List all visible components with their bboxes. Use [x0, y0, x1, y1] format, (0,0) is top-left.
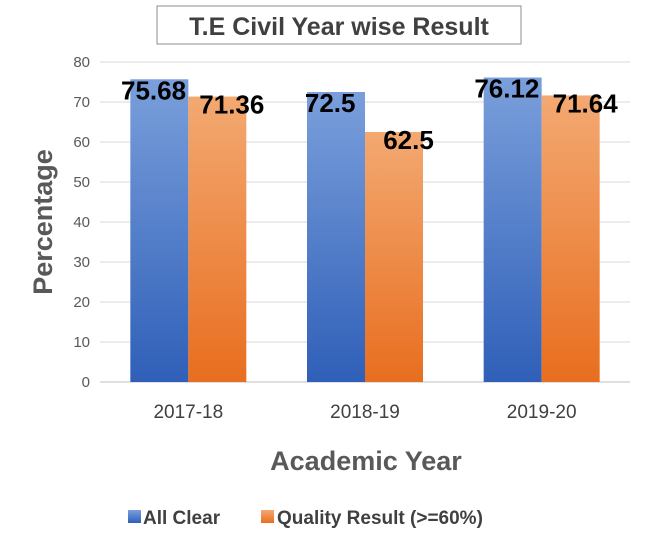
y-tick-label: 50 [73, 174, 90, 191]
x-axis-title: Academic Year [270, 446, 462, 476]
data-label: 71.64 [553, 88, 619, 118]
chart-title: T.E Civil Year wise Result [189, 13, 489, 41]
data-label: 75.68 [121, 75, 186, 105]
y-axis-title: Percentage [28, 149, 58, 295]
bar-quality-result-2017-18 [188, 96, 247, 382]
data-label: 76.12 [474, 74, 539, 104]
bar-all-clear-2018-19 [307, 92, 365, 382]
legend-swatch-quality-result [261, 510, 274, 523]
x-axis-categories: 2017-18 2018-19 2019-20 [153, 402, 576, 423]
data-label: 72.5 [305, 88, 356, 118]
legend-label-all-clear: All Clear [143, 508, 221, 529]
legend-swatch-all-clear [128, 510, 141, 523]
y-tick-label: 10 [73, 334, 90, 351]
y-tick-label: 60 [73, 134, 90, 151]
y-axis-ticks: 0 10 20 30 40 50 60 70 80 [73, 54, 90, 391]
data-labels: 75.68 71.36 72.5 62.5 76.12 71.64 [121, 74, 618, 155]
legend-label-quality-result: Quality Result (>=60%) [277, 508, 483, 529]
y-tick-label: 70 [73, 94, 90, 111]
bar-all-clear-2019-20 [483, 77, 542, 383]
legend: All Clear Quality Result (>=60%) [128, 508, 483, 529]
data-label: 71.36 [199, 90, 264, 120]
data-label: 62.5 [383, 125, 434, 155]
bar-quality-result-2019-20 [541, 95, 600, 382]
y-tick-label: 30 [73, 254, 90, 271]
x-tick-label: 2017-18 [153, 402, 223, 423]
bars [130, 77, 600, 383]
y-tick-label: 20 [73, 294, 90, 311]
y-tick-label: 0 [82, 374, 90, 391]
chart-title-box [156, 5, 522, 45]
x-tick-label: 2019-20 [507, 402, 577, 423]
bar-quality-result-2018-19 [365, 132, 423, 382]
y-tick-label: 40 [73, 214, 90, 231]
x-tick-label: 2018-19 [330, 402, 400, 423]
y-tick-label: 80 [73, 54, 90, 71]
bar-all-clear-2017-18 [130, 79, 189, 382]
